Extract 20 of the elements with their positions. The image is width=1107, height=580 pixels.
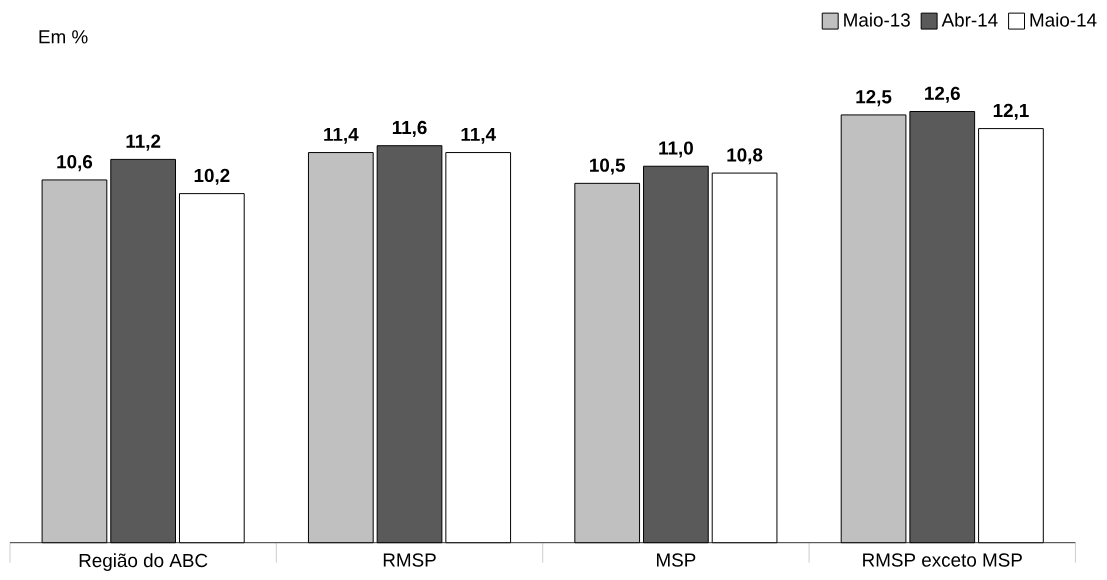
data-label: 12,6 (925, 86, 960, 103)
data-label: 10,8 (727, 148, 763, 165)
data-label: 10,6 (57, 155, 93, 172)
data-label: 11,4 (461, 128, 496, 145)
x-tick-label: MSP (657, 553, 696, 567)
data-label: 11,2 (126, 134, 161, 151)
x-tick-label: RMSP exceto MSP (863, 553, 1022, 567)
y-axis-title: Em % (39, 30, 88, 44)
legend-label: Maio-13 (844, 13, 910, 27)
data-label: 11,4 (324, 128, 359, 145)
legend-label: Maio-14 (1030, 13, 1097, 27)
data-label: 12,1 (993, 103, 1029, 121)
x-tick-label: RMSP (383, 553, 436, 567)
data-label: 11,6 (392, 121, 427, 138)
x-tick-label: Região do ABC (79, 553, 208, 572)
data-label: 10,2 (194, 168, 230, 186)
data-label: 11,0 (659, 141, 693, 158)
legend-label: Abr-14 (941, 13, 998, 27)
data-label: 10,5 (590, 158, 626, 175)
data-label: 12,5 (856, 90, 892, 107)
